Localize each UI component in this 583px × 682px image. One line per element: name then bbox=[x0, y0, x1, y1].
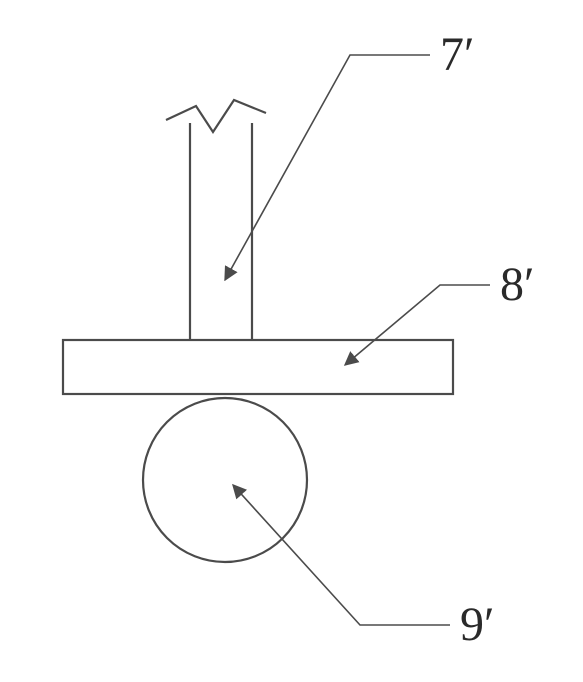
column-shape bbox=[190, 123, 252, 340]
roller-circle bbox=[143, 398, 307, 562]
label-8prime: 8′ bbox=[500, 258, 535, 311]
slab-shape bbox=[63, 340, 453, 394]
leader-7 bbox=[225, 55, 430, 280]
leader-9 bbox=[233, 485, 450, 625]
label-7prime: 7′ bbox=[440, 28, 475, 81]
label-9prime: 9′ bbox=[460, 598, 495, 651]
leader-8 bbox=[345, 285, 490, 365]
